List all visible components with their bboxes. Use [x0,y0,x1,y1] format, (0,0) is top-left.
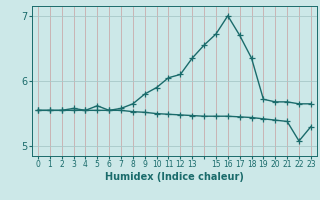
X-axis label: Humidex (Indice chaleur): Humidex (Indice chaleur) [105,172,244,182]
